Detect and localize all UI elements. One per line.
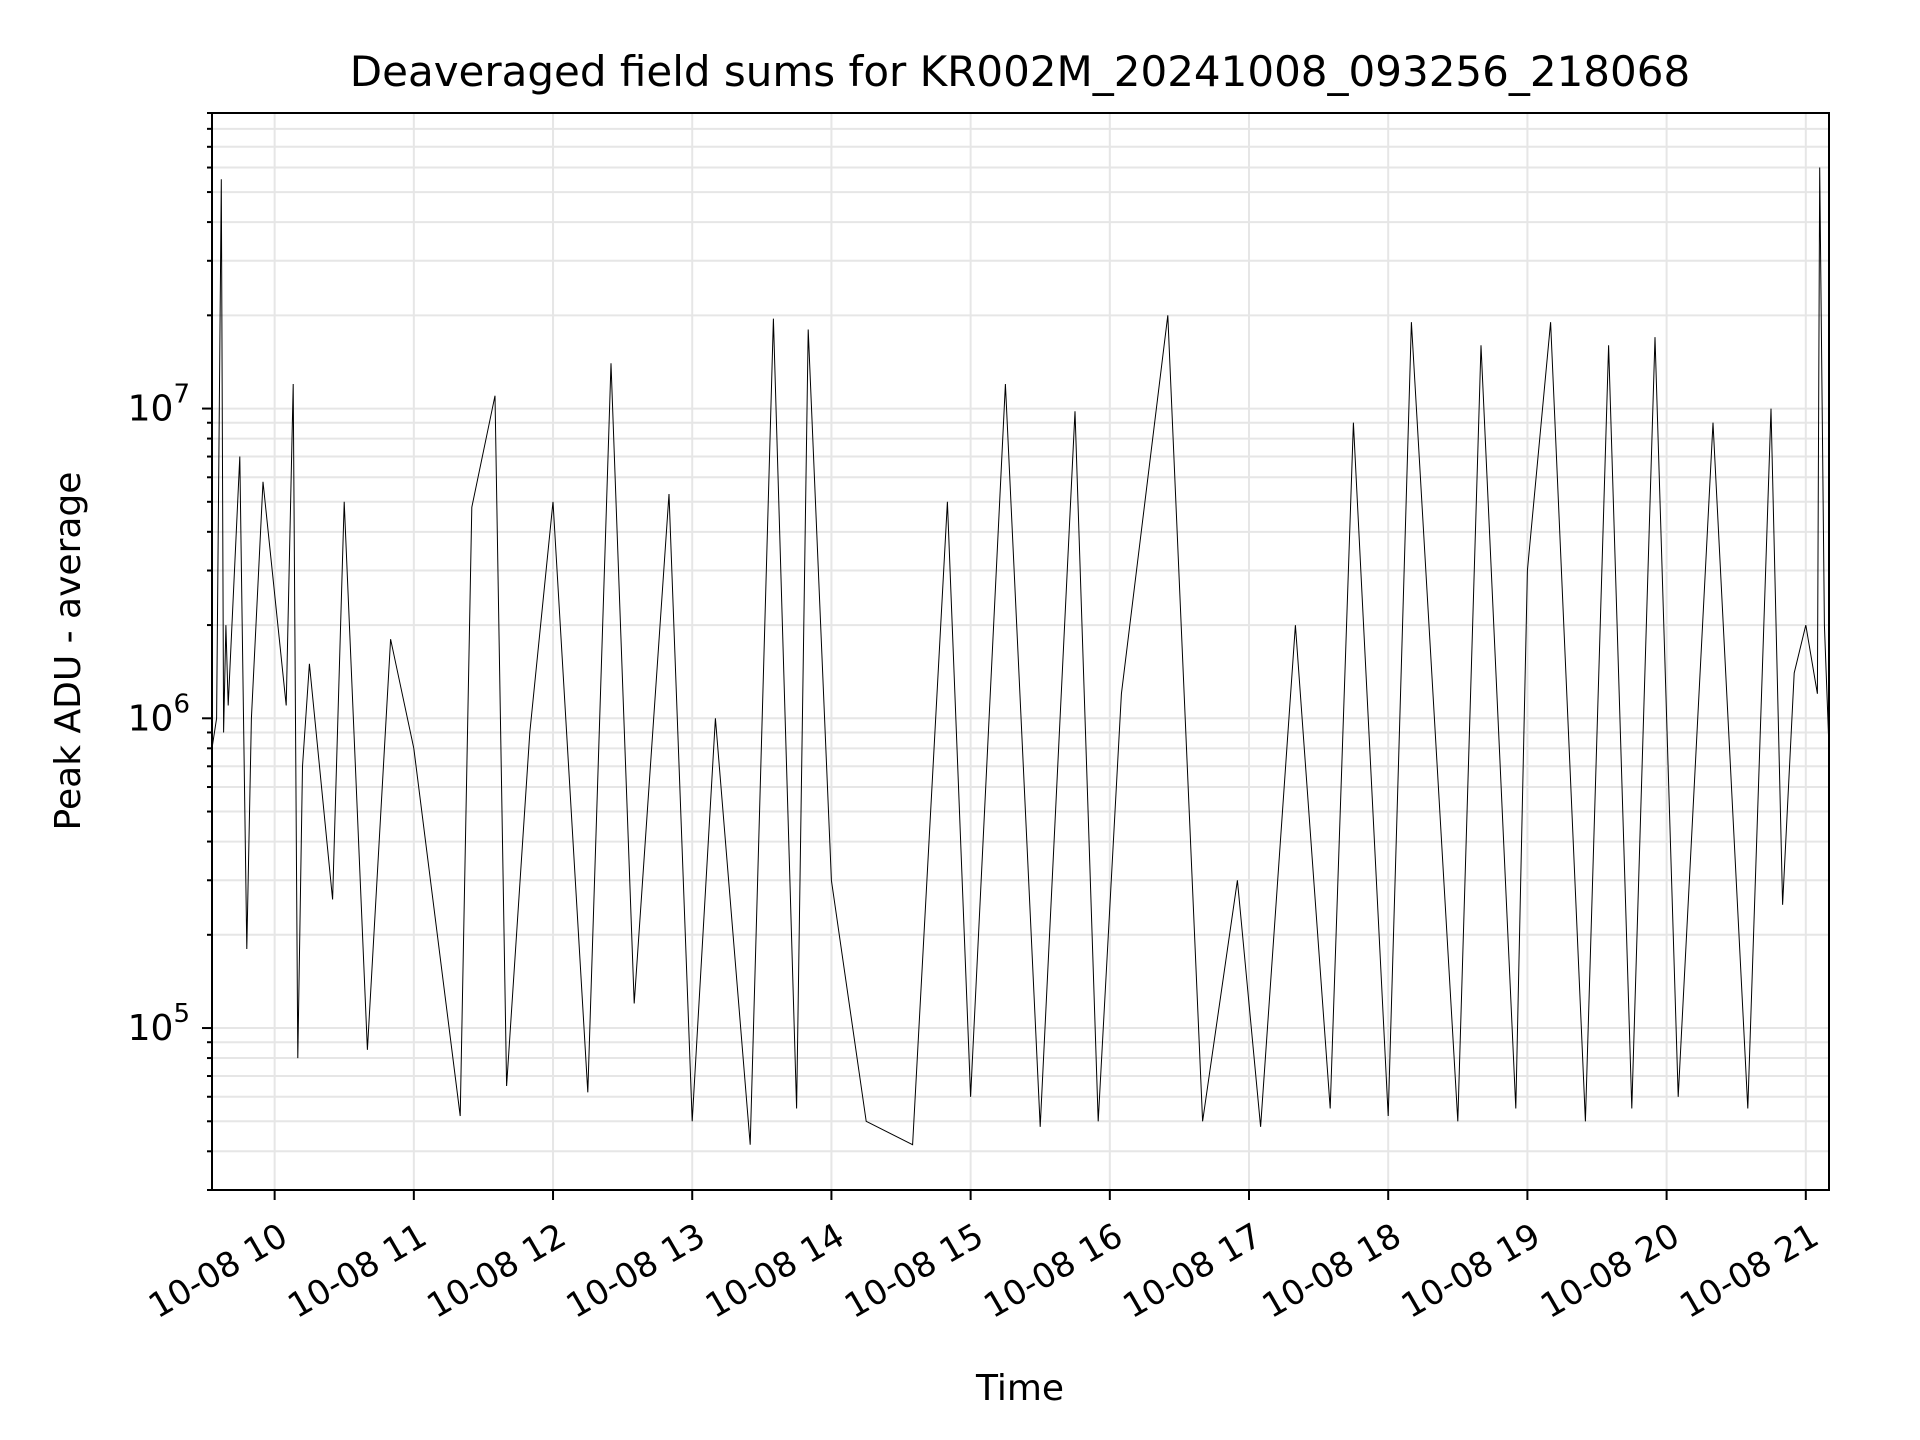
series-line [211, 167, 1830, 1146]
plot-frame [211, 112, 1830, 1191]
y-ticks: 105 106 107 [128, 112, 212, 1191]
y-tick-label: 106 [128, 689, 190, 739]
series-group [211, 167, 1830, 1146]
y-axis-label: Peak ADU - average [48, 472, 89, 831]
y-tick-label: 107 [128, 380, 190, 430]
chart-title: Deaveraged field sums for KR002M_2024100… [350, 47, 1690, 96]
y-tick-label: 105 [128, 999, 190, 1049]
x-axis-label: Time [975, 1368, 1064, 1409]
